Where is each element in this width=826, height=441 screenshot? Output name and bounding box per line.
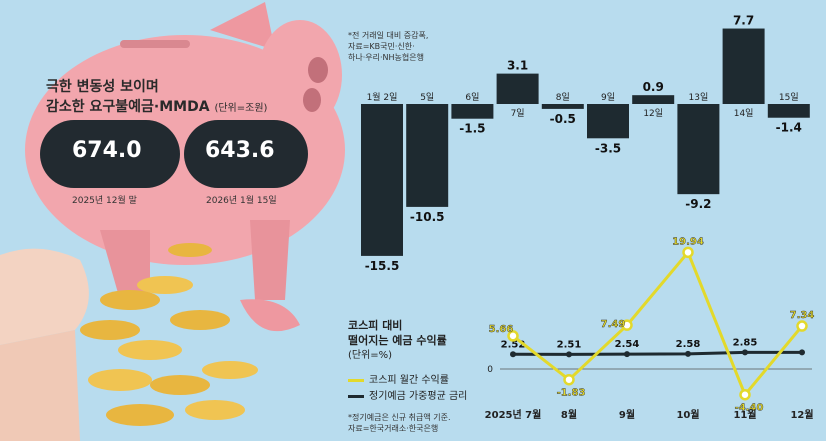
balance-box-january [184, 120, 308, 188]
bar-4 [496, 73, 539, 104]
deposit-value-label: 2.52 [501, 339, 526, 350]
bar-1 [361, 104, 403, 256]
line-title-2: 떨어지는 예금 수익률 [348, 334, 447, 347]
chart-title-line2: 감소한 요구불예금·MMDA (단위=조원) [46, 99, 268, 115]
month-tick-label: 10월 [676, 409, 699, 421]
hand-illustration [0, 248, 89, 441]
bar-10 [767, 104, 810, 118]
bar-value-label: 7.7 [733, 14, 754, 28]
legend-deposit: 정기예금 가중평균 금리 [348, 387, 467, 402]
kospi-point [563, 373, 575, 386]
kospi-value-label: 7.49 [601, 319, 626, 330]
legend-kospi: 코스피 월간 수익률 [348, 371, 449, 386]
balance-box-december [40, 120, 180, 188]
bar-category-label: 13일 [689, 92, 709, 103]
month-tick-label: 11월 [733, 409, 756, 421]
kospi-point [621, 319, 633, 331]
deposit-point [624, 351, 630, 358]
kospi-value-label: 19.94 [672, 236, 704, 247]
line-source-note: *정기예금은 신규 취급액 기준. 자료=한국거래소·한국은행 [348, 412, 451, 434]
bar-6 [587, 104, 629, 139]
deposit-value-label: 2.85 [733, 337, 758, 348]
deposit-point [799, 349, 805, 356]
kospi-point [796, 320, 808, 332]
zero-tick-label: 0 [487, 365, 493, 375]
bar-category-label: 5일 [420, 92, 434, 103]
kospi-value-label: 5.66 [489, 324, 514, 335]
deposit-point [742, 349, 748, 356]
line-title-1: 코스피 대비 [348, 319, 403, 332]
kospi-point [682, 246, 694, 259]
note-line: 하나·우리·NH농협은행 [348, 53, 424, 62]
chart-title-line1: 극한 변동성 보이며 [46, 79, 159, 95]
daily-change-bar-chart: 1월 2일 -15.5 5일 -10.5 6일 -1.5 7일 3.1 8일 -0.5 9일 -3.5… [361, 14, 810, 273]
bar-category-label: 15일 [779, 92, 799, 103]
line-chart-title: 코스피 대비 떨어지는 예금 수익률 (단위=%) [348, 318, 447, 363]
bar-category-label: 8일 [556, 92, 570, 103]
kospi-point [739, 388, 751, 401]
kospi-value-label: -1.83 [557, 388, 586, 399]
deposit-value-label: 2.54 [615, 339, 640, 350]
month-tick-label: 12월 [790, 409, 813, 421]
coin-pile-illustration [80, 243, 258, 426]
bar-category-label: 12일 [643, 108, 663, 119]
bar-category-label: 9일 [601, 92, 615, 103]
daily-source-note: *전 거래일 대비 증감폭, 자료=KB국민·신한· 하나·우리·NH농협은행 [348, 30, 428, 63]
kospi-point [507, 330, 519, 342]
kospi-value-label: -4.40 [735, 403, 764, 414]
bar-category-label: 14일 [734, 108, 754, 119]
note-line: *전 거래일 대비 증감폭, [348, 31, 429, 40]
bar-value-label: 0.9 [643, 80, 664, 94]
deposit-value-label: 2.58 [676, 339, 701, 350]
unit-label: (단위=조원) [214, 103, 268, 114]
deposit-value-label: 2.51 [557, 339, 582, 350]
returns-line-chart: 0 2.52 2.51 2.54 2.58 2.85 5.66 -1.83 7.49 19.94 -… [485, 236, 815, 421]
balance-date-december: 2025년 12월 말 [72, 196, 137, 206]
bar-7 [632, 95, 675, 104]
balance-date-january: 2026년 1월 15일 [206, 196, 277, 206]
month-tick-label: 9월 [619, 409, 635, 421]
balance-value-january: 643.6 [205, 138, 275, 163]
deposit-point [510, 351, 516, 358]
bar-category-label: 1월 2일 [367, 91, 398, 103]
bar-8 [677, 104, 720, 195]
month-tick-label: 2025년 7월 [485, 408, 542, 421]
kospi-return-line [512, 249, 804, 398]
note-line: *정기예금은 신규 취급액 기준. [348, 413, 451, 422]
bar-category-label: 7일 [511, 108, 525, 119]
bar-category-label: 6일 [465, 92, 479, 103]
bar-2 [406, 104, 449, 207]
bar-3 [451, 104, 494, 119]
bar-value-label: -3.5 [595, 141, 621, 155]
deposit-rate-line [512, 350, 802, 356]
bar-value-label: -9.2 [685, 197, 711, 211]
line-title-unit: (단위=%) [348, 350, 393, 361]
bar-value-label: -0.5 [550, 112, 576, 126]
bar-9 [722, 28, 765, 104]
bar-value-label: -10.5 [410, 210, 445, 224]
bar-value-label: -15.5 [365, 259, 400, 273]
bar-value-label: 3.1 [507, 59, 528, 73]
month-tick-label: 8월 [561, 409, 577, 421]
note-line: 자료=KB국민·신한· [348, 42, 415, 51]
deposit-point [566, 351, 572, 358]
balance-value-december: 674.0 [72, 138, 142, 163]
legend-swatch-kospi [348, 378, 364, 382]
note-line: 자료=한국거래소·한국은행 [348, 424, 439, 433]
legend-swatch-deposit [348, 394, 364, 398]
bar-value-label: -1.4 [776, 121, 802, 135]
kospi-value-label: 7.34 [790, 310, 815, 321]
deposit-point [685, 350, 691, 357]
bar-5 [541, 104, 584, 109]
bar-value-label: -1.5 [459, 122, 485, 136]
